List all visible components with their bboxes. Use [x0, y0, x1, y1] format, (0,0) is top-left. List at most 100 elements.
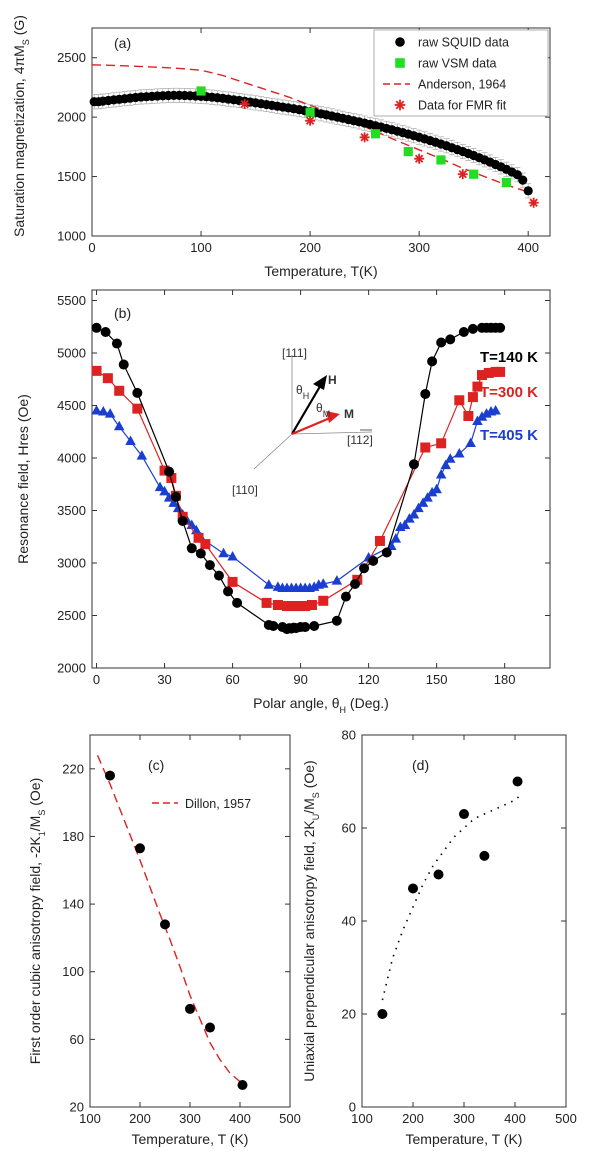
x-tick-label: 200	[299, 240, 321, 255]
data-point-triangle	[91, 405, 102, 415]
data-point-fmr	[359, 132, 370, 143]
legend-label: raw VSM data	[418, 57, 497, 71]
panel-d: 100 200 300 400 500 0 20 40 60 80 (d) Temperature, …	[301, 728, 577, 1148]
x-tick-label: 500	[279, 1111, 301, 1126]
y-axis-title: Saturation magnetization, 4πMS (G)	[11, 15, 31, 237]
panel-label: (c)	[148, 757, 164, 773]
data-point-triangle	[476, 411, 488, 421]
data-point	[237, 1080, 248, 1091]
data-point-triangle	[227, 550, 238, 561]
legend-swatch-circle	[395, 37, 405, 47]
x-axis-title: Polar angle, θH (Deg.)	[253, 695, 389, 715]
data-point-fmr	[528, 197, 539, 208]
x-tick-label: 150	[426, 672, 448, 687]
data-point-triangle	[422, 492, 433, 502]
data-point-triangle	[104, 408, 116, 418]
series-line-2	[96, 410, 496, 589]
data-point-circle	[204, 560, 215, 571]
theta-h-label: θH	[296, 383, 309, 401]
y-tick-label: 2000	[57, 110, 86, 125]
theta-m-label-part: M	[323, 409, 331, 419]
y-tick-label: 100	[62, 964, 84, 979]
y-tick-label: 60	[70, 1032, 84, 1047]
data-point-fmr-stroke	[240, 99, 249, 109]
data-point-square	[483, 367, 494, 378]
data-point	[408, 883, 418, 894]
y-axis-title-part: (Oe)	[301, 760, 317, 792]
data-point-square	[114, 385, 125, 396]
data-point-square	[193, 532, 204, 543]
data-point-circle	[458, 327, 469, 337]
data-point	[459, 809, 469, 820]
data-point-circle	[467, 323, 478, 334]
legend-swatch-square	[395, 58, 405, 68]
y-axis-title-part: S	[311, 792, 321, 798]
data-point-square	[102, 373, 113, 384]
data-point-triangle	[390, 533, 402, 543]
data-point-triangle	[218, 547, 229, 558]
data-point-triangle	[413, 502, 424, 513]
data-point-circle	[368, 555, 379, 566]
y-axis-title-part: Uniaxial perpendicular anisotropy field,…	[301, 820, 317, 1082]
axis-label-111: [111]	[282, 346, 307, 360]
y-axis-title: Uniaxial perpendicular anisotropy field,…	[301, 760, 321, 1081]
panel-b: 0 30 60 90 120 150 180 2000 2500 3000 3500 4000 4500…	[15, 289, 551, 715]
x-axis-title-part: (Deg.)	[346, 695, 389, 711]
series-label-1: T=300 K	[480, 384, 538, 401]
x-tick-label: 100	[351, 1111, 373, 1126]
axis-line-112	[291, 431, 373, 435]
series-line-fit	[381, 794, 521, 1001]
legend: raw SQUID data raw VSM data Anderson, 1964…	[373, 29, 549, 117]
data-point-triangle	[113, 420, 125, 431]
series-label-2: T=405 K	[480, 427, 538, 444]
data-point-circle	[100, 327, 111, 337]
data-point-triangle	[435, 469, 447, 479]
data-point-circle	[350, 579, 361, 589]
data-point-circle	[436, 337, 447, 348]
data-point-fmr	[239, 99, 250, 110]
data-point-fmr	[457, 169, 468, 180]
data-point-square	[200, 539, 211, 550]
data-point-square	[91, 365, 102, 376]
m-vector	[291, 416, 331, 436]
y-tick-label: 2000	[57, 661, 86, 676]
x-tick-label: 100	[79, 1111, 101, 1126]
data-point-circle	[495, 322, 506, 333]
data-point-vsm	[305, 107, 315, 117]
data-point-square	[261, 597, 272, 608]
data-point-triangle	[417, 497, 429, 507]
y-tick-label: 4000	[57, 451, 86, 466]
x-tick-label: 200	[129, 1111, 151, 1126]
data-point-fmr	[414, 153, 425, 164]
legend-label-dillon: Dillon, 1957	[185, 797, 251, 811]
data-point	[160, 919, 170, 930]
x-tick-label: 100	[190, 240, 212, 255]
x-axis-title: Temperature, T(K)	[264, 263, 377, 279]
theta-m-label: θM	[316, 401, 330, 419]
data-point-circle	[408, 459, 419, 470]
data-point-triangle	[168, 497, 179, 507]
y-tick-label: 3000	[57, 556, 86, 571]
legend-label: raw SQUID data	[418, 36, 509, 50]
m-label: M	[344, 407, 354, 421]
data-point-square	[454, 395, 465, 406]
data-point-vsm	[370, 129, 381, 139]
data-point-square	[227, 576, 238, 587]
axis-label-112: [112]	[347, 433, 373, 447]
data-point-circle	[232, 597, 243, 608]
data-point-triangle	[444, 453, 456, 463]
h-label: H	[328, 373, 337, 387]
x-tick-label: 300	[408, 240, 430, 255]
data-point-squid	[523, 186, 533, 196]
data-point-circle	[186, 543, 197, 554]
legend-label: Data for FMR fit	[418, 99, 507, 113]
panel-c: 100 200 300 400 500 20 60 100 140 180 220 (c) Temper…	[27, 734, 301, 1147]
data-point-fmr-stroke	[305, 116, 315, 125]
data-point-circle	[164, 466, 175, 477]
data-point-square	[300, 601, 311, 612]
y-tick-label: 2500	[57, 50, 86, 65]
plot-frame	[91, 289, 551, 669]
data-point-circle	[309, 621, 320, 631]
data-point-triangle	[454, 448, 465, 458]
